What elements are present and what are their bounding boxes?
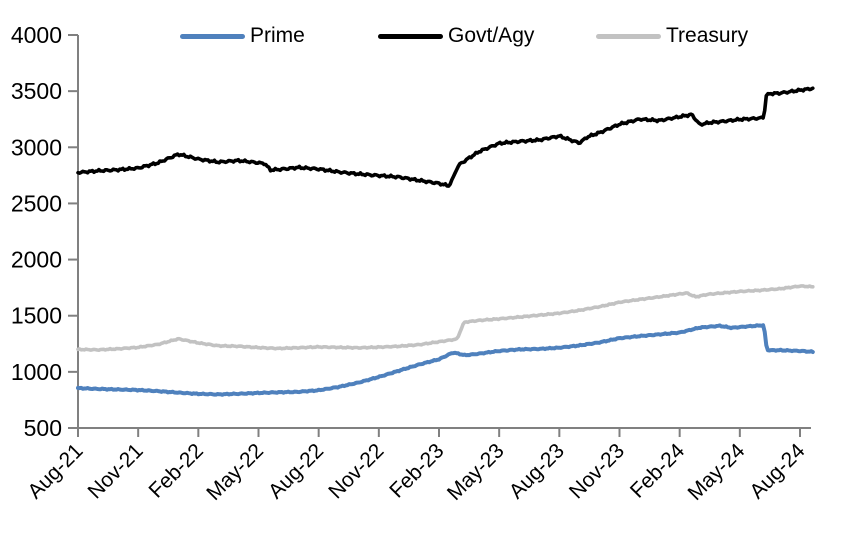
chart-legend: Prime Govt/Agy Treasury: [0, 22, 852, 50]
x-tick-label: May-24: [684, 439, 750, 505]
x-tick-label: Feb-22: [145, 439, 208, 502]
x-tick-label: Nov-22: [324, 439, 388, 503]
series-line-treasury: [76, 284, 815, 352]
y-tick-label: 2000: [11, 247, 62, 273]
x-tick-label: Aug-21: [23, 439, 87, 503]
x-tick-label: Feb-24: [626, 439, 690, 503]
x-tick-label: Feb-23: [385, 439, 448, 502]
legend-item-govt-agy: Govt/Agy: [378, 22, 534, 50]
legend-item-prime: Prime: [180, 22, 305, 50]
y-tick-label: 1500: [11, 303, 62, 329]
y-tick-label: 4000: [11, 22, 62, 48]
x-tick-label: May-23: [443, 439, 509, 505]
series-line-prime: [76, 323, 815, 397]
legend-label: Prime: [250, 24, 305, 47]
legend-swatch-prime: [180, 33, 245, 39]
x-tick-label: Nov-23: [565, 439, 629, 503]
x-tick-label: May-22: [202, 439, 268, 505]
legend-swatch-treasury: [596, 33, 661, 39]
x-tick-label: Aug-24: [745, 439, 809, 503]
y-tick-label: 2500: [11, 190, 62, 216]
axes: [68, 34, 811, 437]
x-tick-label: Aug-23: [505, 439, 569, 503]
y-tick-label: 500: [24, 415, 62, 441]
x-tick-label: Aug-22: [264, 439, 328, 503]
axis-labels: 5001000150020002500300035004000Aug-21Nov…: [11, 22, 810, 505]
x-tick-label: Nov-21: [84, 439, 148, 503]
series-line-govt-agy: [76, 86, 815, 188]
legend-item-treasury: Treasury: [596, 22, 748, 50]
y-tick-label: 1000: [11, 359, 62, 385]
y-tick-label: 3500: [11, 78, 62, 104]
legend-swatch-govt-agy: [378, 33, 443, 39]
legend-label: Govt/Agy: [448, 24, 535, 47]
legend-label: Treasury: [666, 24, 749, 47]
y-tick-label: 3000: [11, 134, 62, 160]
